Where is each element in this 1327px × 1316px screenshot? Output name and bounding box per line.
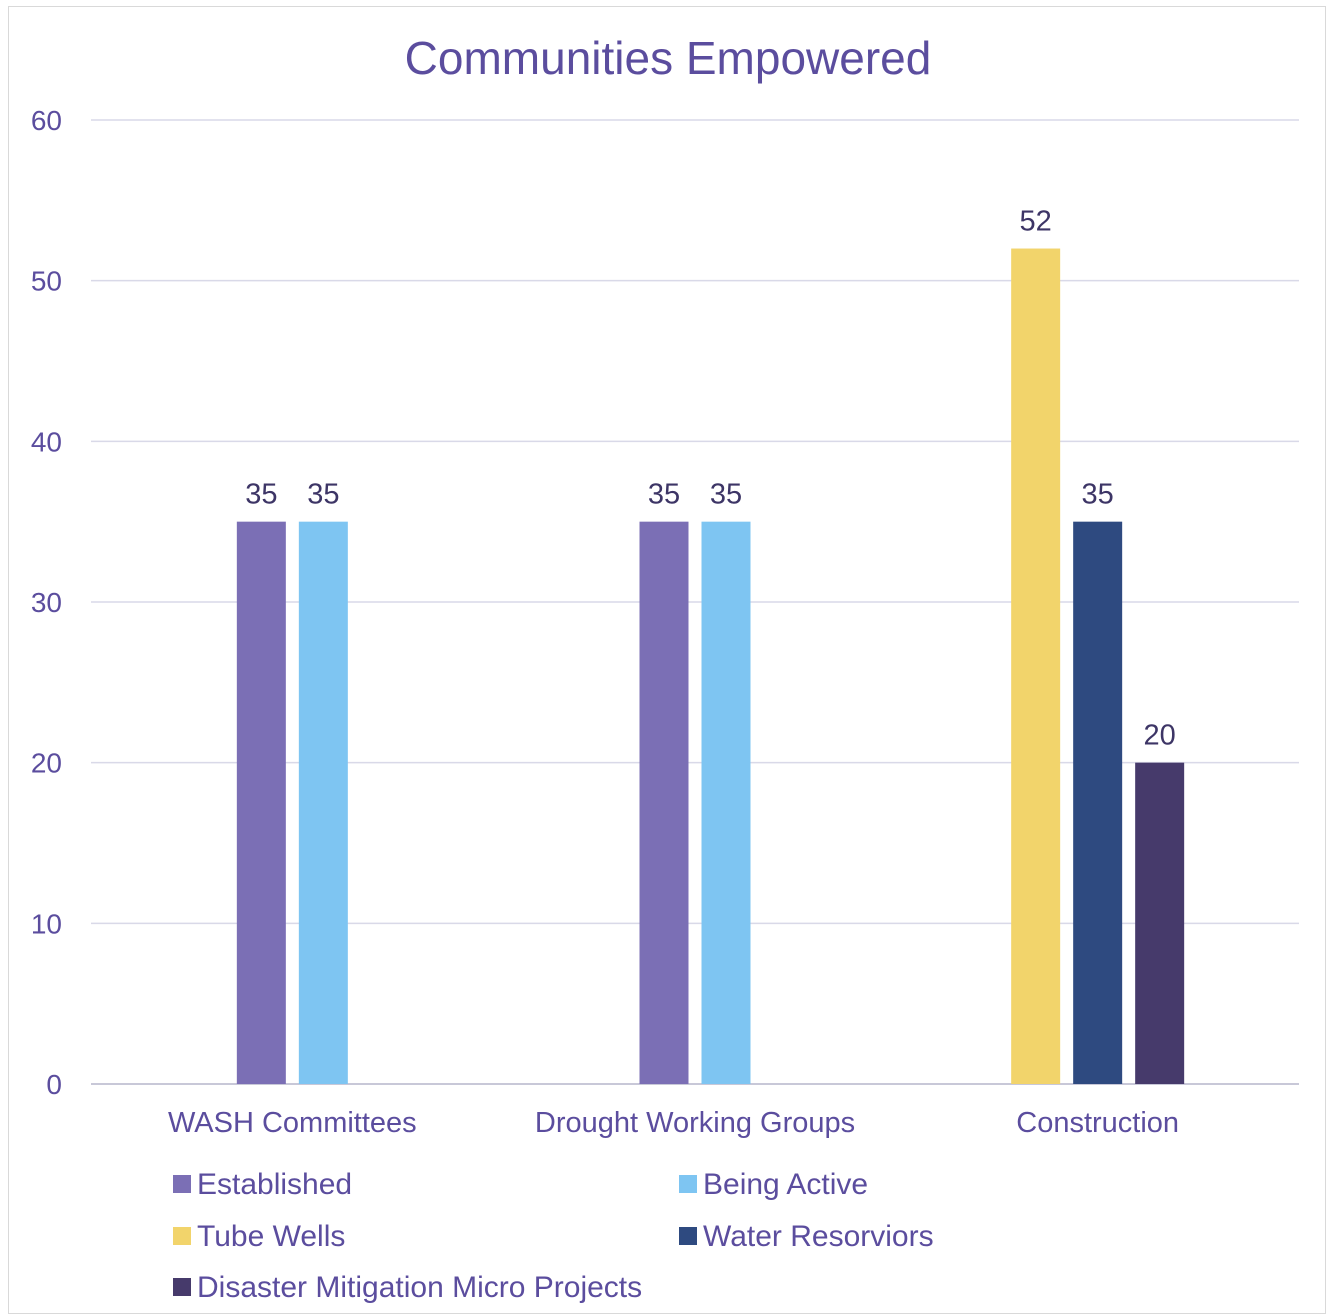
legend-label: Tube Wells xyxy=(197,1220,345,1253)
y-tick-label: 10 xyxy=(31,908,62,939)
category-label: WASH Committees xyxy=(168,1107,417,1139)
bar xyxy=(298,521,348,1084)
legend-item: Being Active xyxy=(679,1168,868,1201)
category-labels: WASH Committees Drought Working Groups Con… xyxy=(168,1107,1179,1139)
y-tick-label: 30 xyxy=(31,587,62,618)
legend-label: Established xyxy=(197,1168,352,1201)
y-tick-label: 40 xyxy=(31,426,62,457)
legend-label: Disaster Mitigation Micro Projects xyxy=(197,1271,642,1304)
y-tick-label: 20 xyxy=(31,748,62,779)
data-label: 35 xyxy=(1082,479,1114,511)
data-label: 20 xyxy=(1144,720,1176,752)
legend-item: Tube Wells xyxy=(173,1220,345,1253)
legend-item: Water Resorviors xyxy=(679,1220,934,1253)
chart-title: Communities Empowered xyxy=(405,32,932,84)
y-tick-label: 0 xyxy=(46,1069,62,1100)
chart-frame xyxy=(8,6,1326,1314)
y-tick-label: 50 xyxy=(31,266,62,297)
data-label: 35 xyxy=(648,479,680,511)
y-axis-ticks: 0 10 20 30 40 50 60 xyxy=(31,105,62,1100)
legend-swatch xyxy=(173,1227,191,1245)
legend-label: Being Active xyxy=(703,1168,868,1201)
legend-swatch xyxy=(173,1278,191,1296)
category-label: Construction xyxy=(1016,1107,1179,1139)
legend-swatch xyxy=(679,1227,697,1245)
bar xyxy=(1011,248,1061,1085)
bar xyxy=(701,521,751,1084)
legend-item: Established xyxy=(173,1168,352,1201)
legend-swatch xyxy=(679,1175,697,1193)
bar xyxy=(236,521,286,1084)
data-label: 35 xyxy=(710,479,742,511)
legend-swatch xyxy=(173,1175,191,1193)
data-label: 35 xyxy=(307,479,339,511)
data-label: 35 xyxy=(245,479,277,511)
legend: Established Being Active Tube Wells Water R… xyxy=(173,1168,934,1304)
bars xyxy=(236,248,1185,1085)
data-labels: 35 35 35 35 52 35 20 xyxy=(245,206,1176,752)
data-label: 52 xyxy=(1020,206,1052,238)
bar xyxy=(639,521,689,1084)
legend-label: Water Resorviors xyxy=(703,1220,934,1253)
bar xyxy=(1135,762,1185,1084)
y-tick-label: 60 xyxy=(31,105,62,136)
category-label: Drought Working Groups xyxy=(535,1107,855,1139)
bar xyxy=(1073,521,1123,1084)
legend-item: Disaster Mitigation Micro Projects xyxy=(173,1271,642,1304)
